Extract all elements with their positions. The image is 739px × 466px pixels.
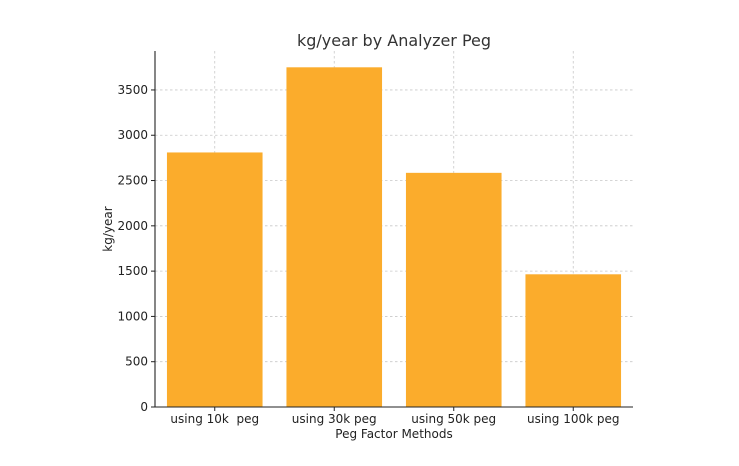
y-tick-label: 2000 [117,219,148,233]
bars-layer [166,67,622,407]
x-tick-label: using 100k peg [527,412,620,426]
x-tick-label: using 50k peg [411,412,496,426]
x-tick-label: using 30k peg [292,412,377,426]
chart-title: kg/year by Analyzer Peg [297,31,491,50]
x-axis-label: Peg Factor Methods [335,427,452,441]
y-tick-label: 500 [125,355,148,369]
bar [286,67,383,407]
y-axis-label: kg/year [101,206,115,251]
axes-layer [151,51,633,411]
y-tick-label: 2500 [117,174,148,188]
bar [405,172,502,407]
y-tick-label: 1000 [117,309,148,323]
bar [525,274,622,407]
y-tick-label: 0 [140,400,148,414]
bar [166,152,263,407]
x-tick-label: using 10k peg [170,412,259,426]
y-tick-label: 3000 [117,128,148,142]
labels-layer: 0 500 1000 1500 2000 2500 3000 3500 using 10k pe… [117,83,619,426]
y-tick-label: 3500 [117,83,148,97]
y-tick-label: 1500 [117,264,148,278]
